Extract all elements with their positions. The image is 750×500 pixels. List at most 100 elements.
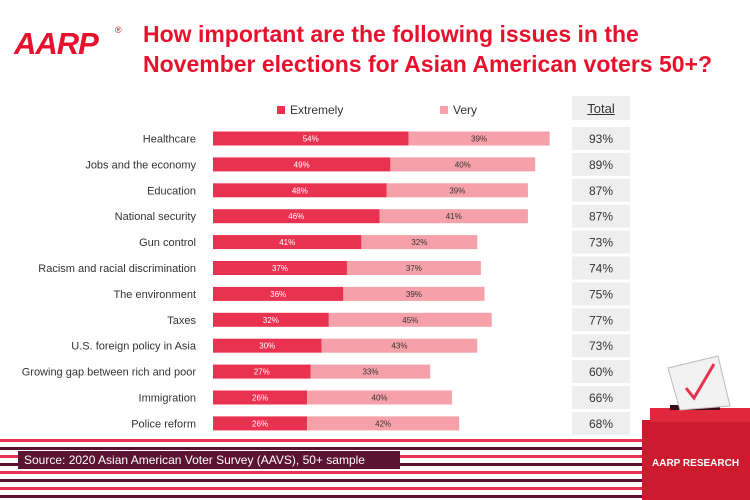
bar-extremely [213, 416, 308, 431]
bar-extremely [213, 235, 362, 250]
data-label-extremely: 37% [272, 264, 288, 273]
bar-extremely [213, 286, 344, 301]
total-value: 60% [589, 365, 613, 379]
total-value: 87% [589, 184, 613, 198]
ballot-box [642, 420, 750, 500]
category-label: Education [147, 185, 196, 197]
category-label: Growing gap between rich and poor [22, 367, 197, 379]
bar-very [408, 131, 550, 146]
footer-stripe [0, 479, 750, 482]
legend-label-extremely: Extremely [290, 103, 344, 117]
footer-stripe [0, 495, 750, 498]
bar-very [379, 209, 528, 224]
total-cell [572, 308, 630, 332]
legend-item-very: Very [440, 103, 477, 117]
category-label: National security [115, 211, 197, 223]
source-note: Source: 2020 Asian American Voter Survey… [18, 451, 400, 469]
footer-stripe [0, 471, 750, 474]
footer-stripe [0, 439, 750, 442]
logo-text: AARP [14, 26, 99, 61]
bar-very [310, 364, 431, 379]
category-label: Jobs and the economy [85, 159, 196, 171]
bar-very [307, 390, 452, 405]
bar-very [307, 416, 460, 431]
data-label-extremely: 30% [259, 342, 275, 351]
data-label-very: 33% [362, 368, 378, 377]
check-mark-icon [684, 363, 716, 401]
legend-item-extremely: Extremely [277, 103, 343, 117]
chart-title: How important are the following issues i… [143, 19, 743, 79]
footer-stripe [0, 487, 750, 490]
total-value: 93% [589, 132, 613, 146]
footer-stripe [0, 447, 750, 450]
bar-very [386, 183, 528, 198]
total-header: Total [572, 96, 630, 120]
bar-very [346, 261, 481, 275]
bar-very [328, 312, 492, 327]
data-label-extremely: 27% [254, 368, 270, 377]
total-cell [572, 230, 630, 254]
data-label-extremely: 36% [270, 290, 286, 299]
data-label-extremely: 49% [294, 160, 310, 169]
legend-swatch-extremely [277, 106, 285, 114]
total-value: 77% [589, 313, 613, 327]
data-label-very: 41% [446, 212, 462, 221]
legend-swatch-very [440, 106, 448, 114]
category-label: Taxes [167, 315, 196, 327]
data-label-very: 40% [455, 160, 471, 169]
total-value: 87% [589, 210, 613, 224]
total-cell [572, 386, 630, 409]
category-label: The environment [113, 289, 196, 301]
total-cell [572, 411, 630, 435]
bar-extremely [213, 157, 391, 172]
bar-extremely [213, 338, 322, 353]
data-label-extremely: 32% [263, 316, 279, 325]
bar-very [321, 338, 478, 353]
legend-label-very: Very [453, 103, 478, 117]
total-cell [572, 178, 630, 202]
total-cell [572, 334, 630, 358]
total-cell [572, 282, 630, 306]
bar-extremely [213, 209, 380, 224]
data-label-very: 39% [449, 186, 465, 195]
registered-mark: ® [115, 25, 122, 35]
data-label-extremely: 46% [288, 212, 304, 221]
total-cell [572, 127, 630, 150]
data-label-very: 42% [375, 419, 391, 428]
category-label: Police reform [131, 418, 196, 430]
data-label-extremely: 48% [292, 186, 308, 195]
category-label: Immigration [139, 393, 196, 405]
bar-extremely [213, 390, 308, 405]
total-cell [572, 256, 630, 280]
data-label-extremely: 26% [252, 394, 268, 403]
aarp-research-badge: AARP RESEARCH [652, 458, 740, 469]
data-label-very: 37% [406, 264, 422, 273]
data-label-very: 39% [406, 290, 422, 299]
category-label: Gun control [139, 237, 196, 249]
bar-very [343, 286, 485, 301]
total-value: 73% [589, 236, 613, 250]
category-label: Healthcare [143, 134, 196, 146]
total-cell [572, 204, 630, 228]
total-value: 75% [589, 287, 613, 301]
bar-extremely [213, 131, 409, 146]
title-line-1: How important are the following issues i… [143, 21, 639, 47]
data-label-very: 40% [372, 394, 388, 403]
data-label-extremely: 54% [303, 135, 319, 144]
total-value: 73% [589, 339, 613, 353]
bar-extremely [213, 261, 347, 275]
bar-very [361, 235, 478, 250]
bar-very [390, 157, 536, 172]
data-label-very: 39% [471, 135, 487, 144]
total-value: 74% [589, 262, 613, 276]
bar-extremely [213, 364, 311, 379]
data-label-extremely: 26% [252, 419, 268, 428]
bar-extremely [213, 183, 387, 198]
data-label-very: 45% [402, 316, 418, 325]
total-cell [572, 152, 630, 176]
title-line-2: November elections for Asian American vo… [143, 51, 713, 77]
bar-extremely [213, 312, 329, 327]
category-label: Racism and racial discrimination [38, 263, 196, 275]
total-value: 68% [589, 417, 613, 431]
